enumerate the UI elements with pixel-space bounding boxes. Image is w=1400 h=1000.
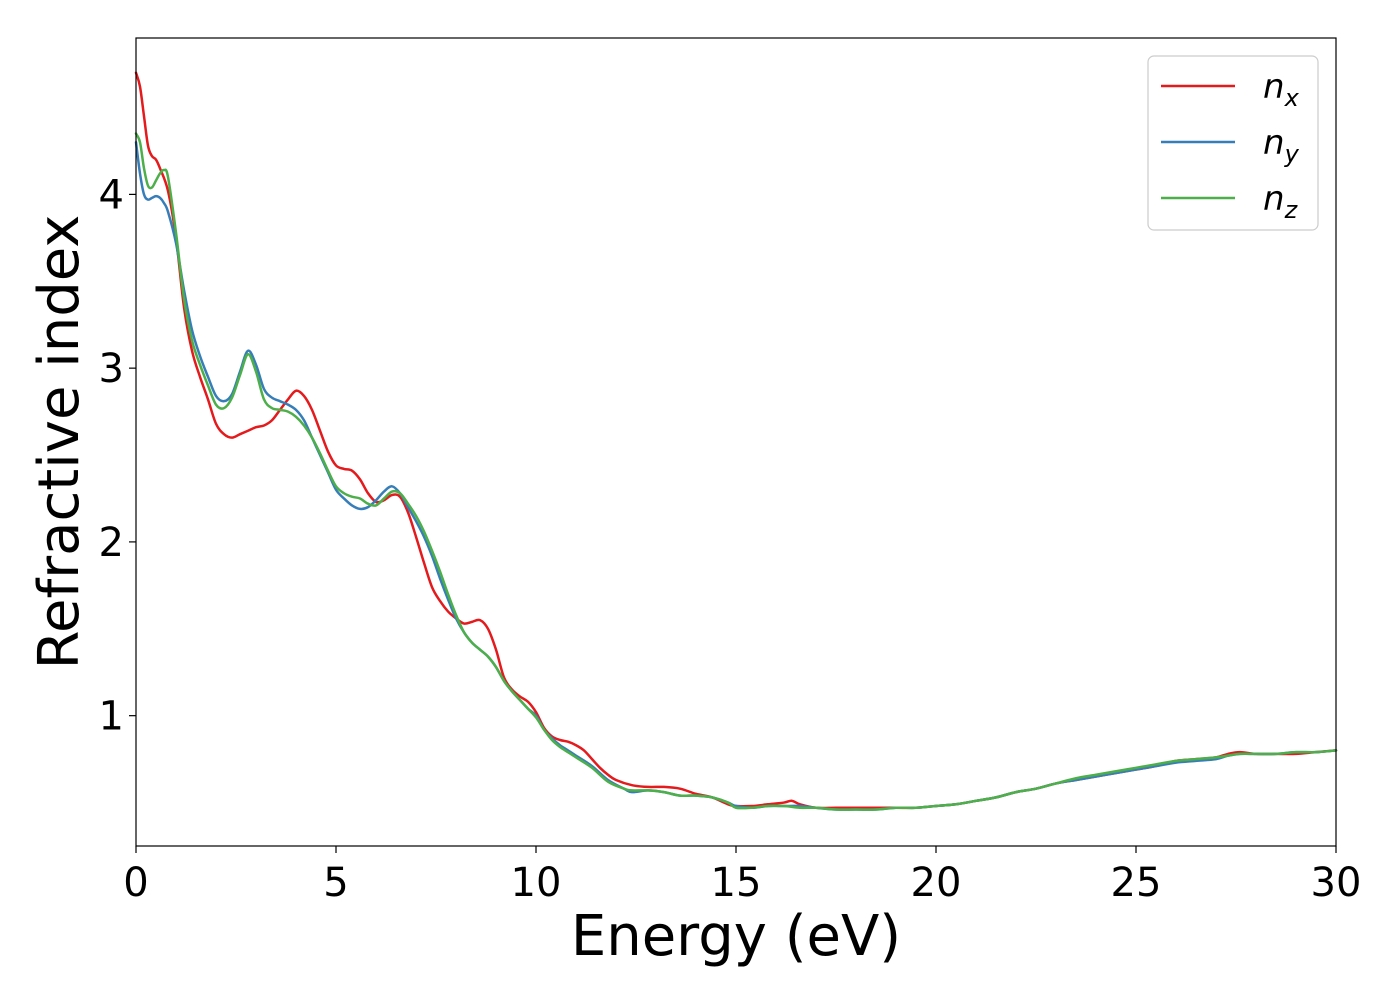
y-tick-label: 3 [99, 346, 124, 392]
series-layer [134, 71, 1338, 811]
legend-label-nx: nx [1263, 67, 1300, 112]
x-tick-label: 0 [123, 860, 148, 906]
x-axis-label: Energy (eV) [571, 904, 901, 969]
y-tick-label: 2 [99, 520, 124, 566]
x-tick-label: 20 [911, 860, 962, 906]
series-line-ny [134, 141, 1338, 811]
y-axis: 1 2 3 4 [99, 172, 136, 740]
y-tick-label: 1 [99, 694, 124, 740]
x-tick-label: 10 [511, 860, 562, 906]
y-tick-label: 4 [99, 172, 124, 218]
x-tick-label: 5 [323, 860, 348, 906]
y-axis-label: Refractive index [27, 215, 92, 670]
x-tick-label: 25 [1111, 860, 1162, 906]
legend-label-nz: nz [1263, 179, 1299, 224]
x-tick-label: 15 [711, 860, 762, 906]
x-tick-label: 30 [1311, 860, 1362, 906]
x-axis: 0 5 10 15 20 25 30 [123, 846, 1361, 906]
legend-label-ny: ny [1263, 123, 1300, 168]
series-line-nz [134, 132, 1338, 811]
legend: nx ny nz [1147, 55, 1319, 231]
